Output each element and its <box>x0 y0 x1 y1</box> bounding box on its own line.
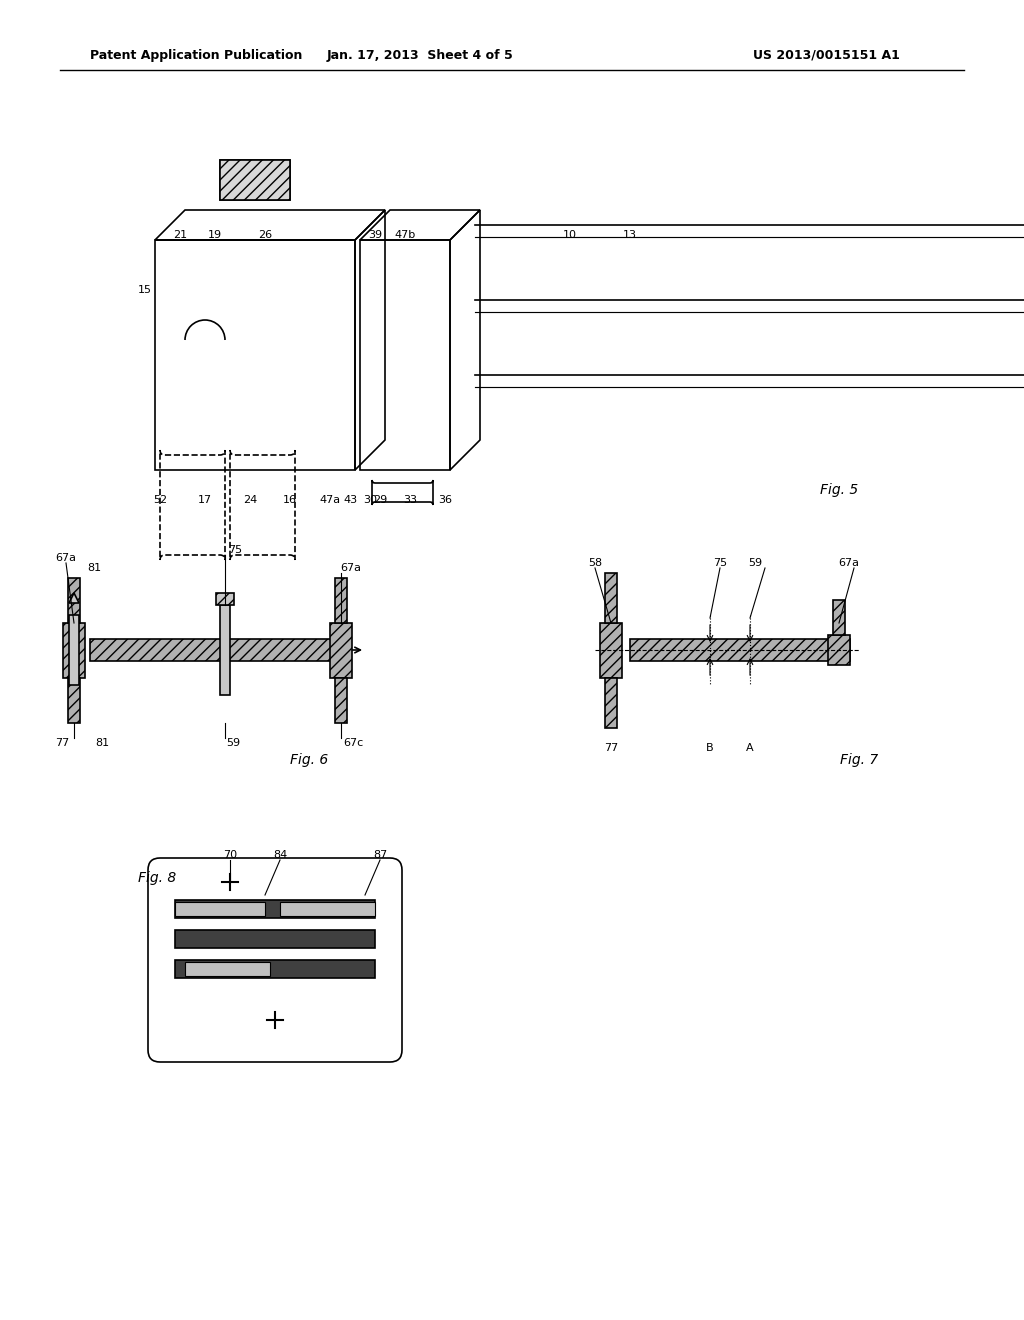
Text: 29: 29 <box>373 495 387 506</box>
Text: 26: 26 <box>258 230 272 240</box>
Text: 81: 81 <box>87 564 101 573</box>
Text: 21: 21 <box>173 230 187 240</box>
Text: 67c: 67c <box>343 738 364 748</box>
Polygon shape <box>600 623 622 678</box>
Polygon shape <box>335 578 347 623</box>
Polygon shape <box>175 931 375 948</box>
Text: 30: 30 <box>362 495 377 506</box>
Text: B: B <box>707 743 714 752</box>
Text: 47b: 47b <box>394 230 416 240</box>
Text: 17: 17 <box>198 495 212 506</box>
Polygon shape <box>69 615 79 685</box>
Polygon shape <box>185 962 270 975</box>
Polygon shape <box>68 578 80 623</box>
Text: 75: 75 <box>713 558 727 568</box>
Text: 16: 16 <box>283 495 297 506</box>
Text: 77: 77 <box>604 743 618 752</box>
Polygon shape <box>175 900 375 917</box>
Polygon shape <box>175 902 265 916</box>
Text: 67a: 67a <box>55 553 77 564</box>
Text: 67a: 67a <box>839 558 859 568</box>
Polygon shape <box>330 623 352 678</box>
Text: 59: 59 <box>748 558 762 568</box>
Text: Patent Application Publication: Patent Application Publication <box>90 49 302 62</box>
Polygon shape <box>63 623 85 678</box>
Text: 39: 39 <box>368 230 382 240</box>
Polygon shape <box>630 639 850 661</box>
Text: 52: 52 <box>153 495 167 506</box>
Text: 15: 15 <box>138 285 152 294</box>
Text: 58: 58 <box>588 558 602 568</box>
Text: Fig. 7: Fig. 7 <box>840 752 879 767</box>
Text: 10: 10 <box>563 230 577 240</box>
Text: Jan. 17, 2013  Sheet 4 of 5: Jan. 17, 2013 Sheet 4 of 5 <box>327 49 513 62</box>
Polygon shape <box>216 593 234 605</box>
Polygon shape <box>69 593 79 603</box>
Text: Fig. 6: Fig. 6 <box>290 752 329 767</box>
Text: 75: 75 <box>228 545 242 554</box>
Polygon shape <box>828 635 850 665</box>
Text: 33: 33 <box>403 495 417 506</box>
Text: 70: 70 <box>223 850 238 861</box>
Text: A: A <box>746 743 754 752</box>
Text: 59: 59 <box>226 738 240 748</box>
Polygon shape <box>605 678 617 729</box>
Polygon shape <box>335 678 347 723</box>
Text: US 2013/0015151 A1: US 2013/0015151 A1 <box>753 49 900 62</box>
Polygon shape <box>280 902 375 916</box>
Text: 67a: 67a <box>341 564 361 573</box>
Text: 77: 77 <box>55 738 70 748</box>
Text: 13: 13 <box>623 230 637 240</box>
Text: Fig. 5: Fig. 5 <box>820 483 858 498</box>
Text: 84: 84 <box>272 850 287 861</box>
Polygon shape <box>605 573 617 623</box>
Text: 36: 36 <box>438 495 452 506</box>
Text: 43: 43 <box>343 495 357 506</box>
Text: Fig. 8: Fig. 8 <box>138 871 176 884</box>
Text: 19: 19 <box>208 230 222 240</box>
Polygon shape <box>220 605 230 696</box>
Text: 24: 24 <box>243 495 257 506</box>
Text: 87: 87 <box>373 850 387 861</box>
Polygon shape <box>833 601 845 635</box>
Polygon shape <box>90 639 350 661</box>
Polygon shape <box>68 678 80 723</box>
Polygon shape <box>175 960 375 978</box>
Text: 81: 81 <box>95 738 110 748</box>
Text: 47a: 47a <box>319 495 341 506</box>
Polygon shape <box>220 160 290 201</box>
